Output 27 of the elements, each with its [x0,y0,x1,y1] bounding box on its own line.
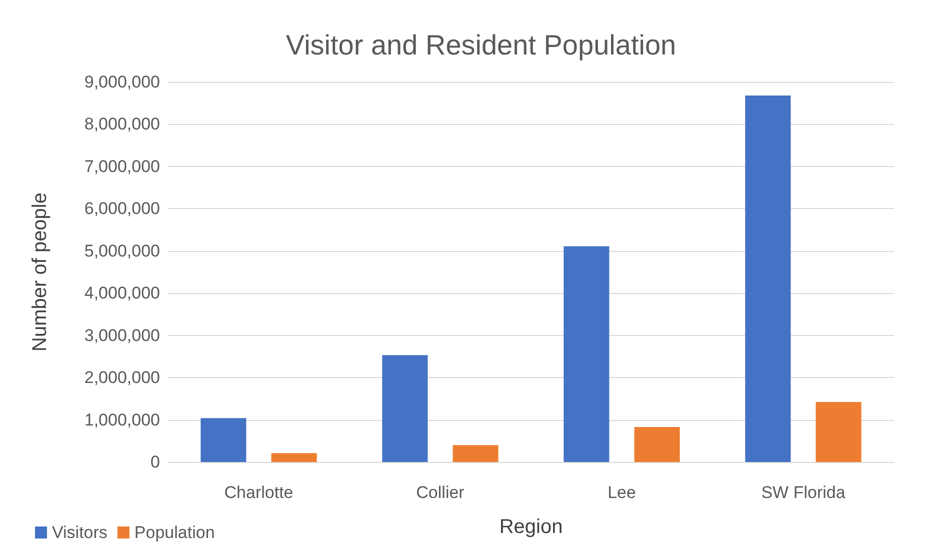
legend-label: Visitors [52,523,108,542]
x-tick-label: Lee [608,483,636,502]
bar [271,453,317,462]
y-tick-label: 9,000,000 [84,72,160,92]
y-tick-label: 1,000,000 [84,410,160,430]
y-tick-label: 5,000,000 [84,241,160,260]
y-tick-label: 0 [150,452,160,472]
bar [745,96,791,462]
y-tick-label: 8,000,000 [84,114,160,134]
legend-label: Population [134,523,215,542]
x-tick-label: SW Florida [761,483,846,502]
bar [564,246,610,462]
bar [634,426,680,462]
y-tick-label: 2,000,000 [84,368,160,388]
bar [200,418,246,462]
bar [816,402,862,462]
bar [452,445,498,462]
y-tick-label: 3,000,000 [84,326,160,345]
x-axis-title: Region [499,516,563,538]
x-tick-label: Collier [416,483,465,502]
x-tick-label: Charlotte [224,483,294,502]
y-tick-label: 4,000,000 [84,284,160,303]
y-tick-label: 7,000,000 [84,156,160,176]
bar [382,355,428,462]
y-axis-title: Number of people [29,192,51,352]
y-tick-label: 6,000,000 [84,199,160,218]
chart-title: Visitor and Resident Population [286,30,676,60]
